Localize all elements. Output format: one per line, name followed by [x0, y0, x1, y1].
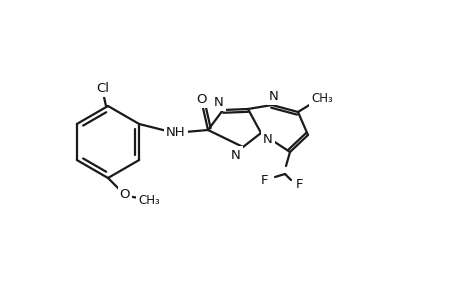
Text: N: N [263, 133, 272, 146]
Text: NH: NH [166, 125, 185, 139]
Text: Cl: Cl [96, 82, 109, 94]
Text: N: N [269, 89, 278, 103]
Text: O: O [196, 92, 207, 106]
Text: N: N [213, 95, 224, 109]
Text: N: N [230, 148, 241, 161]
Text: O: O [119, 188, 130, 202]
Text: CH₃: CH₃ [138, 194, 160, 208]
Text: F: F [296, 178, 303, 190]
Text: CH₃: CH₃ [310, 92, 332, 104]
Text: F: F [261, 173, 268, 187]
